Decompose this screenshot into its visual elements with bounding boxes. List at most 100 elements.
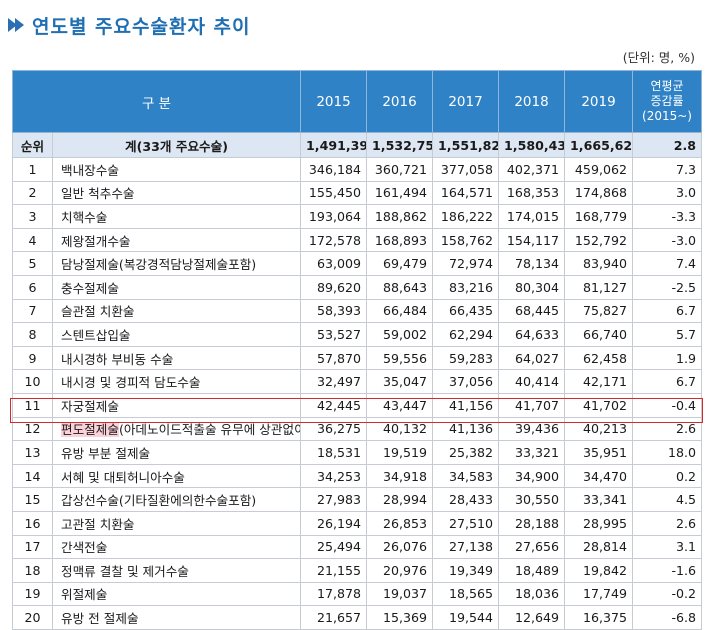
value-cell: 19,349 — [432, 558, 500, 583]
page-title: 연도별 주요수술환자 추이 — [32, 15, 251, 38]
surgery-name: 정맥류 결찰 및 제거수술 — [61, 563, 189, 579]
value-cell: 42,171 — [564, 369, 634, 394]
table-row: 1 백내장수술 346,184 360,721 377,058 402,371 459,06… — [12, 157, 703, 182]
surgery-name: 고관절 치환술 — [61, 516, 135, 532]
value-cell: 28,994 — [366, 487, 434, 512]
table-row: 10 내시경 및 경피적 담도수술 32,497 35,047 37,056 40,414… — [12, 369, 703, 394]
value-cell: 41,156 — [432, 392, 500, 418]
value-cell: 18,036 — [498, 581, 566, 607]
surgery-name: 위절제술 — [61, 587, 108, 603]
table-row: 8 스텐트삽입술 53,527 59,002 62,294 64,633 66,740 5.7 — [12, 322, 703, 347]
value-cell: 64,633 — [498, 322, 566, 347]
rank-cell: 1 — [12, 157, 53, 182]
value-cell: 41,702 — [564, 392, 634, 418]
growth-cell: 0.2 — [632, 463, 703, 489]
value-cell: 15,369 — [366, 605, 434, 630]
value-cell: 25,494 — [300, 534, 368, 560]
rank-cell: 2 — [12, 180, 53, 206]
value-cell: 69,479 — [366, 251, 434, 276]
value-cell: 174,015 — [498, 204, 566, 229]
value-cell: 18,565 — [432, 581, 500, 607]
value-cell: 161,494 — [366, 180, 434, 206]
value-cell: 193,064 — [300, 204, 368, 229]
table-row: 20 유방 전 절제술 21,657 15,369 19,544 12,649 16,375… — [12, 605, 703, 630]
value-cell: 34,253 — [300, 463, 368, 489]
value-cell: 39,436 — [498, 416, 566, 442]
value-cell: 28,814 — [564, 534, 634, 560]
header-growth: 연평균 증감률 (2015~) — [632, 70, 703, 133]
value-cell: 33,321 — [498, 440, 566, 465]
surgery-name: 유방 전 절제술 — [61, 611, 139, 627]
value-cell: 75,827 — [564, 298, 634, 324]
growth-cell: -6.8 — [632, 605, 703, 630]
value-cell: 58,393 — [300, 298, 368, 324]
growth-cell: -2.5 — [632, 274, 703, 300]
value-cell: 19,037 — [366, 581, 434, 607]
surgery-name: 서혜 및 대퇴허니아수술 — [61, 469, 185, 485]
value-cell: 34,918 — [366, 463, 434, 489]
rank-cell: 14 — [12, 463, 53, 489]
header-row: 구 분 2015 2016 2017 2018 2019 연평균 증감률 (20… — [11, 70, 703, 133]
value-cell: 33,341 — [564, 487, 634, 512]
surgery-name: 내시경 및 경피적 담도수술 — [61, 375, 201, 391]
rank-cell: 19 — [12, 581, 53, 607]
value-cell: 30,550 — [498, 487, 566, 512]
value-cell: 78,134 — [498, 251, 566, 276]
surgery-name-cell: 충수절제술 — [51, 274, 302, 300]
rank-header: 순위 — [12, 132, 53, 158]
growth-cell: 3.0 — [632, 180, 703, 206]
table-row: 2 일반 척추수술 155,450 161,494 164,571 168,353 174,… — [12, 180, 703, 206]
surgery-table: 구 분 2015 2016 2017 2018 2019 연평균 증감률 (20… — [11, 70, 703, 630]
table-row: 4 제왕절개수술 172,578 168,893 158,762 154,117 152,7… — [12, 227, 703, 253]
value-cell: 18,531 — [300, 440, 368, 465]
growth-cell: 6.7 — [632, 298, 703, 324]
value-cell: 72,974 — [432, 251, 500, 276]
rank-cell: 9 — [12, 345, 53, 371]
value-cell: 28,995 — [564, 510, 634, 536]
value-cell: 34,470 — [564, 463, 634, 489]
value-cell: 66,435 — [432, 298, 500, 324]
value-cell: 402,371 — [498, 157, 566, 182]
value-cell: 35,951 — [564, 440, 634, 465]
surgery-name: 백내장수술 — [61, 162, 119, 178]
value-cell: 18,489 — [498, 558, 566, 583]
rank-cell: 10 — [12, 369, 53, 394]
surgery-name: 담낭절제술(복강경적담낭절제술포함) — [61, 257, 257, 273]
value-cell: 168,893 — [366, 227, 434, 253]
growth-cell: 7.4 — [632, 251, 703, 276]
value-cell: 155,450 — [300, 180, 368, 206]
value-cell: 89,620 — [300, 274, 368, 300]
value-cell: 28,188 — [498, 510, 566, 536]
surgery-name: 충수절제술 — [61, 280, 119, 296]
value-cell: 62,294 — [432, 322, 500, 347]
value-cell: 34,900 — [498, 463, 566, 489]
value-cell: 168,779 — [564, 204, 634, 229]
surgery-name-cell: 편도절제술(아데노이드적출술 유무에 상관없이) — [51, 416, 302, 442]
growth-cell: 6.7 — [632, 369, 703, 394]
surgery-name: 내시경하 부비동 수술 — [61, 351, 174, 367]
growth-cell: 2.6 — [632, 416, 703, 442]
value-cell: 12,649 — [498, 605, 566, 630]
total-value: 1,532,754 — [366, 132, 434, 158]
value-cell: 68,445 — [498, 298, 566, 324]
growth-cell: 7.3 — [632, 157, 703, 182]
value-cell: 377,058 — [432, 157, 500, 182]
value-cell: 37,056 — [432, 369, 500, 394]
value-cell: 174,868 — [564, 180, 634, 206]
growth-cell: -3.3 — [632, 204, 703, 229]
surgery-name-cell: 자궁절제술 — [51, 392, 302, 418]
value-cell: 20,976 — [366, 558, 434, 583]
value-cell: 63,009 — [300, 251, 368, 276]
value-cell: 36,275 — [300, 416, 368, 442]
table-row: 5 담낭절제술(복강경적담낭절제술포함) 63,009 69,479 72,974 78,… — [12, 251, 703, 276]
value-cell: 62,458 — [564, 345, 634, 371]
surgery-name-cell: 슬관절 치환술 — [51, 298, 302, 324]
table-row: 18 정맥류 결찰 및 제거수술 21,155 20,976 19,349 18,489 1… — [12, 558, 703, 583]
value-cell: 25,382 — [432, 440, 500, 465]
rank-cell: 18 — [12, 558, 53, 583]
rank-cell: 16 — [12, 510, 53, 536]
value-cell: 186,222 — [432, 204, 500, 229]
rank-cell: 11 — [12, 392, 53, 418]
value-cell: 81,127 — [564, 274, 634, 300]
double-chevron-icon — [8, 18, 24, 32]
